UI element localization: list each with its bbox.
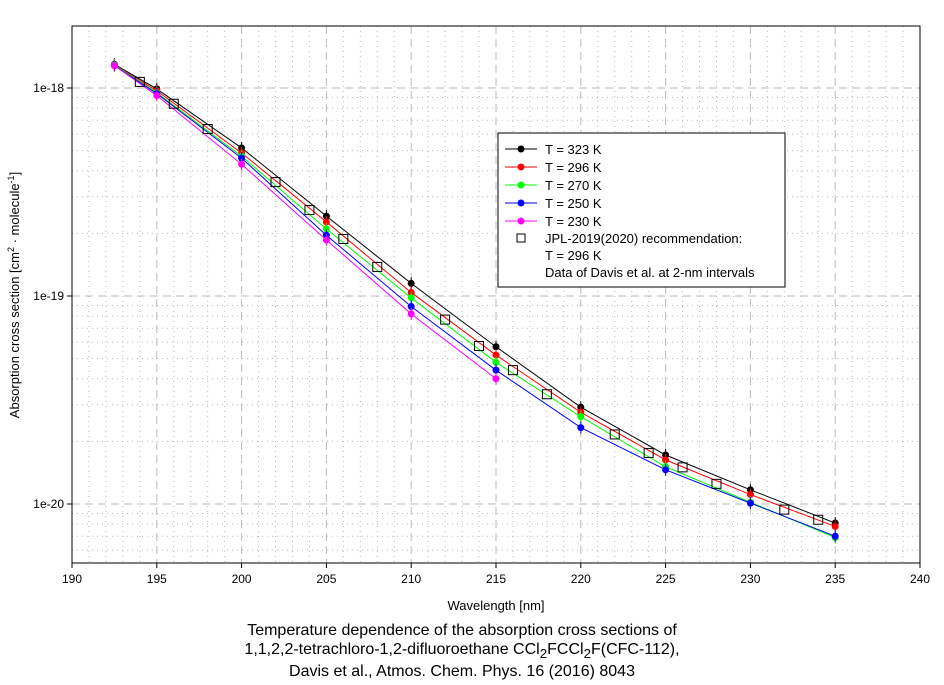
reference-marker	[270, 177, 281, 188]
x-tick-label: 210	[401, 572, 421, 586]
reference-marker	[168, 98, 179, 109]
legend-label: T = 296 K	[545, 248, 602, 263]
reference-marker	[643, 447, 654, 458]
data-point	[407, 294, 415, 302]
data-point	[577, 424, 585, 432]
series-line	[114, 65, 497, 380]
data-point	[492, 351, 500, 359]
reference-marker	[440, 314, 451, 325]
reference-marker	[338, 233, 349, 244]
legend-marker	[517, 145, 525, 153]
y-tick-label: 1e-19	[33, 289, 64, 303]
data-point	[238, 154, 246, 162]
legend-label: T = 230 K	[545, 214, 602, 229]
reference-marker	[304, 205, 315, 216]
data-point	[492, 375, 500, 383]
x-tick-label: 215	[486, 572, 506, 586]
y-axis-label-part: -1	[6, 175, 16, 183]
reference-marker	[474, 340, 485, 351]
reference-marker	[609, 429, 620, 440]
series-line	[114, 63, 836, 524]
reference-marker	[779, 504, 790, 515]
legend-marker	[517, 217, 525, 225]
legend-label: T = 296 K	[545, 160, 602, 175]
data-point	[577, 413, 585, 421]
series-line	[114, 64, 836, 527]
caption-sub: 2	[539, 646, 548, 662]
x-tick-label: 190	[62, 572, 82, 586]
data-point	[322, 218, 330, 226]
y-tick-label: 1e-20	[33, 497, 64, 511]
reference-marker	[813, 514, 824, 525]
legend-label: JPL-2019(2020) recommendation:	[545, 231, 742, 246]
data-point	[238, 160, 246, 168]
reference-marker	[134, 76, 145, 87]
caption-line-1: Temperature dependence of the absorption…	[247, 622, 677, 639]
reference-marker	[711, 478, 722, 489]
data-point	[831, 532, 839, 540]
legend-marker	[517, 199, 525, 207]
legend-marker	[517, 163, 525, 171]
reference-marker	[202, 124, 213, 135]
data-point	[746, 491, 754, 499]
x-tick-label: 230	[740, 572, 760, 586]
data-point	[831, 522, 839, 530]
y-axis-label-part: ]	[7, 172, 22, 176]
legend-label: T = 250 K	[545, 196, 602, 211]
reference-marker	[507, 365, 518, 376]
data-point	[153, 92, 161, 100]
y-axis-label-part: · molecule	[7, 183, 22, 247]
legend-label: Data of Davis et al. at 2-nm intervals	[545, 265, 755, 280]
x-tick-label: 220	[571, 572, 591, 586]
reference-marker	[677, 462, 688, 473]
y-axis-label-part: 2	[6, 247, 16, 252]
data-point	[407, 279, 415, 287]
data-point	[492, 358, 500, 366]
data-point	[407, 310, 415, 318]
legend-box	[497, 132, 786, 288]
caption-line-2: 1,1,2,2-tetrachloro-1,2-difluoroethane C…	[0, 641, 924, 661]
y-tick-label: 1e-18	[33, 81, 64, 95]
data-point	[322, 236, 330, 244]
data-point	[492, 366, 500, 374]
caption-part: FCCl	[547, 641, 584, 658]
data-point	[322, 225, 330, 233]
x-tick-label: 235	[825, 572, 845, 586]
legend-label: T = 323 K	[545, 142, 602, 157]
caption-sub: 2	[583, 646, 591, 662]
legend-reference-marker	[516, 233, 526, 243]
series-line	[114, 64, 836, 538]
x-tick-label: 205	[316, 572, 336, 586]
series-line	[114, 65, 836, 537]
caption-part: F(CFC-112),	[590, 641, 680, 658]
caption-part: 1,1,2,2-tetrachloro-1,2-difluoroethane C…	[244, 641, 540, 658]
y-axis-label-part: Absorption cross section [cm	[7, 252, 22, 418]
data-point	[110, 62, 118, 70]
data-point	[407, 303, 415, 311]
data-point	[662, 456, 670, 464]
x-tick-label: 225	[656, 572, 676, 586]
x-axis-label: Wavelength [nm]	[447, 598, 544, 613]
reference-marker	[541, 389, 552, 400]
y-axis-label: Absorption cross section [cm2 · molecule…	[6, 172, 22, 418]
caption-line-3: Davis et al., Atmos. Chem. Phys. 16 (201…	[289, 663, 635, 680]
reference-marker	[372, 261, 383, 272]
legend-label: T = 270 K	[545, 178, 602, 193]
data-point	[746, 499, 754, 507]
legend-marker	[517, 181, 525, 189]
data-point	[492, 343, 500, 351]
x-tick-label: 195	[147, 572, 167, 586]
data-point	[662, 466, 670, 474]
x-tick-label: 240	[910, 572, 930, 586]
x-tick-label: 200	[232, 572, 252, 586]
plot-svg: 190 195 200 205 210 215 220 225 230 235 240 1e-18 1e…	[6, 25, 930, 613]
